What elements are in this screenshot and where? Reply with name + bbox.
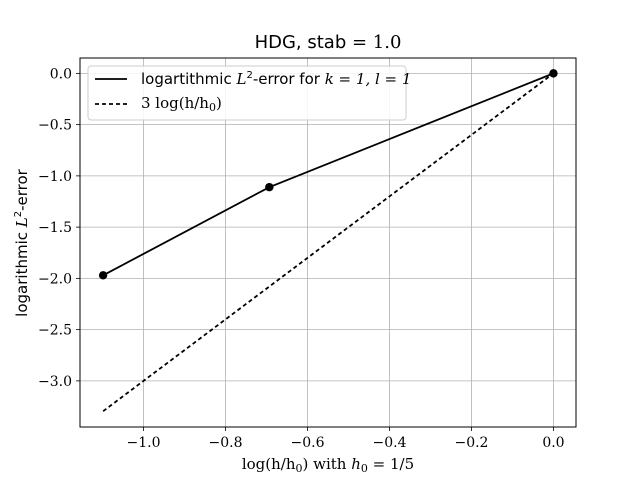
y-axis: 0.0 −0.5 −1.0 −1.5 −2.0 −2.5 −3.0 [38,66,80,390]
data-point [265,182,274,192]
legend-label-reference: 3 log(h/h0) [141,94,222,114]
legend-label-error: logartithmic L2-error for k = 1, l = 1 [141,70,411,88]
y-tick-label: −2.5 [38,323,72,339]
x-tick-label: −0.6 [291,435,325,451]
x-axis: −1.0 −0.8 −0.6 −0.4 −0.2 0.0 [127,427,565,451]
x-tick-label: −0.8 [209,435,243,451]
legend: logartithmic L2-error for k = 1, l = 1 3… [87,65,411,121]
y-tick-label: −2.0 [38,271,72,287]
y-tick-label: −0.5 [38,118,72,134]
x-axis-label: log(h/h0) with h0 = 1/5 [242,455,414,475]
legend-box [87,65,407,121]
plot-frame [79,57,577,428]
x-tick-label: −0.2 [454,435,488,451]
y-tick-label: 0.0 [50,66,72,82]
y-tick-label: −3.0 [38,374,72,390]
y-tick-label: −1.5 [38,220,72,236]
chart-title: HDG, stab = 1.0 [255,32,402,53]
y-tick-label: −1.0 [38,169,72,185]
x-tick-label: −1.0 [127,435,161,451]
data-point [549,69,558,78]
series-layer [98,69,558,412]
reference-line [102,72,554,412]
x-tick-label: −0.4 [372,435,406,451]
data-point [98,271,108,280]
y-axis-label: logarithmic L2-error [13,168,31,316]
x-tick-label: 0.0 [542,435,564,451]
